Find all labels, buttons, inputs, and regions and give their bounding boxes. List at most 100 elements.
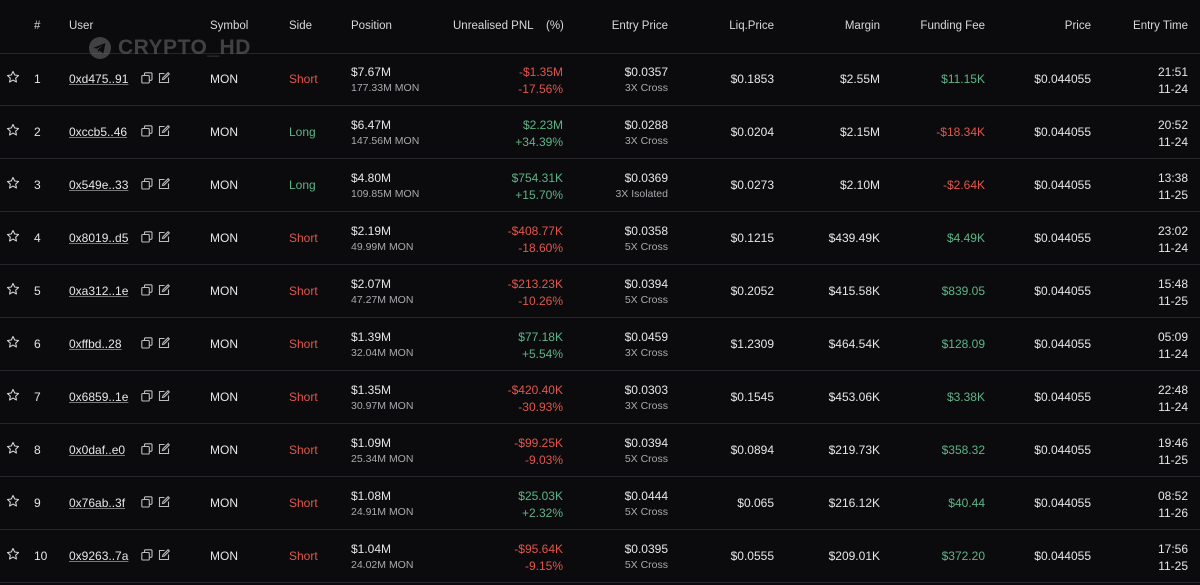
star-icon[interactable] [6,282,22,298]
edit-icon[interactable] [158,284,170,296]
col-price[interactable]: Price [1064,20,1091,32]
edit-icon[interactable] [158,72,170,84]
symbol-cell: MON [210,125,238,139]
entry-time: 13:38 [1157,171,1188,185]
funding-fee: -$2.64K [942,178,985,192]
edit-icon[interactable] [158,390,170,402]
symbol-cell: MON [210,284,238,298]
col-entry-time[interactable]: Entry Time [1133,20,1188,32]
copy-icon[interactable] [141,178,153,190]
col-symbol[interactable]: Symbol [210,20,249,32]
copy-icon[interactable] [141,125,153,137]
col-pnl[interactable]: Unrealised PNL [453,20,534,32]
pnl-percent: -9.03% [524,453,563,467]
star-icon[interactable] [6,70,22,86]
table-row[interactable]: 8 0x0daf..e0 MON Short $1.09M 25.34M MON -$99.… [0,424,1200,477]
user-address-link[interactable]: 0x0daf..e0 [69,443,126,457]
edit-icon[interactable] [158,337,170,349]
mark-price: $0.044055 [1034,178,1091,192]
star-icon[interactable] [6,547,22,563]
table-row[interactable]: 1 0xd475..91 MON Short $7.67M 177.33M MON -$1.… [0,53,1200,106]
position-quantity: 32.04M MON [351,347,414,359]
entry-price: $0.0369 [624,171,668,185]
edit-icon[interactable] [158,231,170,243]
star-icon[interactable] [6,176,22,192]
table-row[interactable]: 6 0xffbd..28 MON Short $1.39M 32.04M MON $77.1… [0,318,1200,371]
user-address-link[interactable]: 0xa312..1e [69,284,129,298]
copy-icon[interactable] [141,443,153,455]
table-row[interactable]: 7 0x6859..1e MON Short $1.35M 30.97M MON -$420… [0,371,1200,424]
copy-icon[interactable] [141,496,153,508]
position-value: $7.67M [351,65,392,79]
edit-icon[interactable] [158,178,170,190]
leverage-mode: 5X Cross [624,241,668,253]
funding-fee: $358.32 [941,443,985,457]
user-address-link[interactable]: 0x6859..1e [69,390,129,404]
funding-fee: $11.15K [941,72,985,86]
edit-icon[interactable] [158,125,170,137]
entry-price: $0.0444 [624,489,668,503]
edit-icon[interactable] [158,443,170,455]
user-address-link[interactable]: 0xccb5..46 [69,125,128,139]
copy-icon[interactable] [141,549,153,561]
table-row[interactable]: 2 0xccb5..46 MON Long $6.47M 147.56M MON $2.23… [0,106,1200,159]
col-liq-price[interactable]: Liq.Price [729,20,774,32]
margin-value: $219.73K [828,443,880,457]
copy-icon[interactable] [141,390,153,402]
col-margin[interactable]: Margin [844,20,880,32]
pnl-percent: -9.15% [524,559,563,573]
side-cell: Long [289,125,316,139]
symbol-cell: MON [210,390,238,404]
copy-icon[interactable] [141,284,153,296]
pnl-value: -$99.25K [514,436,563,450]
funding-fee: $40.44 [948,496,985,510]
table-row[interactable]: 5 0xa312..1e MON Short $2.07M 47.27M MON -$213… [0,265,1200,318]
edit-icon[interactable] [158,496,170,508]
user-address-link[interactable]: 0xffbd..28 [69,337,122,351]
entry-date: 11-24 [1158,241,1188,255]
table-row[interactable]: 10 0x9263..7a MON Short $1.04M 24.02M MON -$95… [0,530,1200,583]
pnl-value: $77.18K [518,330,563,344]
pnl-percent: -17.56% [518,82,563,96]
entry-time: 21:51 [1157,65,1188,79]
margin-value: $2.15M [839,125,880,139]
table-row[interactable]: 3 0x549e..33 MON Long $4.80M 109.85M MON $754.… [0,159,1200,212]
copy-icon[interactable] [141,231,153,243]
col-entry-price[interactable]: Entry Price [611,20,668,32]
table-row[interactable]: 9 0x76ab..3f MON Short $1.08M 24.91M MON $25.0… [0,477,1200,530]
star-icon[interactable] [6,388,22,404]
col-position[interactable]: Position [351,20,392,32]
funding-fee: $3.38K [946,390,985,404]
entry-time: 15:48 [1157,277,1188,291]
user-address-link[interactable]: 0x549e..33 [69,178,129,192]
star-icon[interactable] [6,441,22,457]
entry-price: $0.0288 [624,118,668,132]
mark-price: $0.044055 [1034,72,1091,86]
col-user[interactable]: User [69,20,94,32]
symbol-cell: MON [210,496,238,510]
col-side[interactable]: Side [289,20,313,32]
user-address-link[interactable]: 0x9263..7a [69,549,129,563]
user-address-link[interactable]: 0x8019..d5 [69,231,129,245]
copy-icon[interactable] [141,337,153,349]
user-address-link[interactable]: 0x76ab..3f [69,496,126,510]
symbol-cell: MON [210,178,238,192]
liq-price: $0.065 [737,496,774,510]
col-index: # [34,20,41,32]
symbol-cell: MON [210,231,238,245]
star-icon[interactable] [6,123,22,139]
star-icon[interactable] [6,494,22,510]
col-funding-fee[interactable]: Funding Fee [920,20,985,32]
col-pnl-pct[interactable]: (%) [546,20,564,32]
funding-fee: $128.09 [941,337,985,351]
entry-price: $0.0358 [624,224,668,238]
user-address-link[interactable]: 0xd475..91 [69,72,129,86]
edit-icon[interactable] [158,549,170,561]
copy-icon[interactable] [141,72,153,84]
star-icon[interactable] [6,229,22,245]
entry-date: 11-26 [1158,506,1188,520]
side-cell: Long [289,178,316,192]
star-icon[interactable] [6,335,22,351]
leverage-mode: 3X Cross [624,82,668,94]
table-row[interactable]: 4 0x8019..d5 MON Short $2.19M 49.99M MON -$408… [0,212,1200,265]
